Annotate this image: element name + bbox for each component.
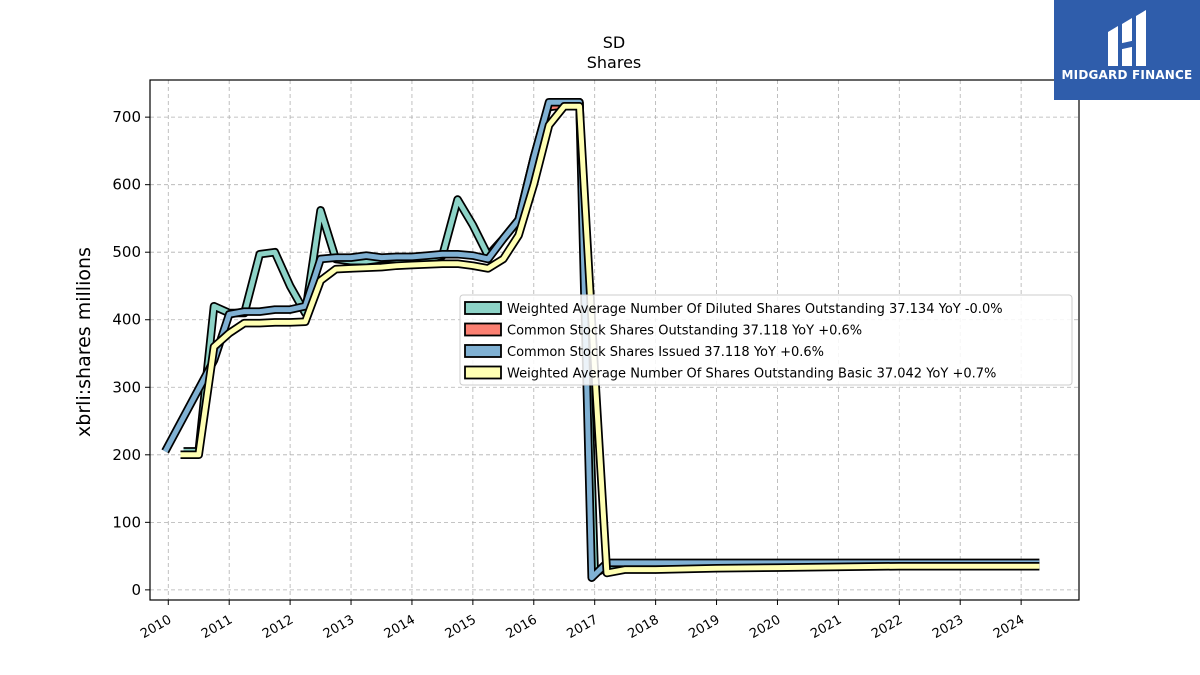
x-tick-label: 2014 — [382, 612, 418, 642]
legend-box — [459, 294, 1073, 386]
x-tick-label: 2012 — [260, 612, 296, 642]
y-tick-label: 600 — [112, 176, 141, 194]
legend-label: Common Stock Shares Outstanding 37.118 Y… — [507, 324, 862, 339]
x-tick-label: 2010 — [138, 612, 174, 642]
x-tick-label: 2024 — [991, 612, 1027, 642]
x-tick-label: 2015 — [443, 612, 479, 642]
legend-swatch — [464, 344, 502, 358]
brand-logo: MIDGARD FINANCE — [1054, 0, 1200, 100]
legend-item-4[interactable]: Weighted Average Number Of Shares Outsta… — [464, 365, 996, 382]
x-tick-label: 2016 — [504, 612, 540, 642]
series-line-4 — [180, 102, 1040, 578]
y-tick-label: 100 — [112, 513, 141, 531]
legend-label: Weighted Average Number Of Diluted Share… — [507, 302, 1003, 317]
y-axis-ticks: 0 100 200 300 400 500 600 700 — [112, 108, 150, 599]
x-tick-label: 2018 — [625, 612, 661, 642]
brand-name: MIDGARD FINANCE — [1061, 68, 1193, 82]
y-tick-label: 200 — [112, 446, 141, 464]
x-tick-label: 2011 — [199, 612, 235, 642]
x-tick-label: 2013 — [321, 612, 357, 642]
x-tick-label: 2019 — [686, 612, 722, 642]
midgard-logo-icon — [1108, 10, 1146, 66]
y-tick-label: 300 — [112, 378, 141, 396]
y-tick-label: 400 — [112, 311, 141, 329]
legend-label: Weighted Average Number Of Shares Outsta… — [507, 367, 996, 382]
x-tick-label: 2022 — [869, 612, 905, 642]
x-tick-label: 2020 — [747, 612, 783, 642]
plot-frame — [149, 79, 1080, 601]
legend[interactable]: Weighted Average Number Of Diluted Share… — [459, 294, 1073, 386]
y-tick-label: 0 — [131, 581, 141, 599]
chart-subtitle: Shares — [587, 53, 642, 72]
x-tick-label: 2023 — [930, 612, 966, 642]
legend-item-2[interactable]: Common Stock Shares Outstanding 37.118 Y… — [464, 322, 862, 339]
series-line-3 — [161, 98, 1040, 582]
x-tick-label: 2021 — [808, 612, 844, 642]
legend-item-3[interactable]: Common Stock Shares Issued 37.118 YoY +0… — [464, 344, 824, 360]
legend-swatch — [464, 322, 502, 337]
legend-item-1[interactable]: Weighted Average Number Of Diluted Share… — [464, 301, 1003, 317]
series-layer — [161, 98, 1040, 582]
x-axis-ticks: 2010 2011 2012 2013 2014 2015 2016 2017 2018 2019… — [138, 600, 1027, 642]
y-axis-label: xbrli:shares millions — [73, 247, 95, 437]
legend-swatch — [464, 301, 502, 315]
chart-title: SD — [603, 33, 625, 52]
y-tick-label: 700 — [112, 108, 141, 126]
legend-label: Common Stock Shares Issued 37.118 YoY +0… — [507, 345, 824, 360]
y-tick-label: 500 — [112, 243, 141, 261]
x-tick-label: 2017 — [565, 612, 601, 642]
legend-swatch — [464, 365, 502, 380]
